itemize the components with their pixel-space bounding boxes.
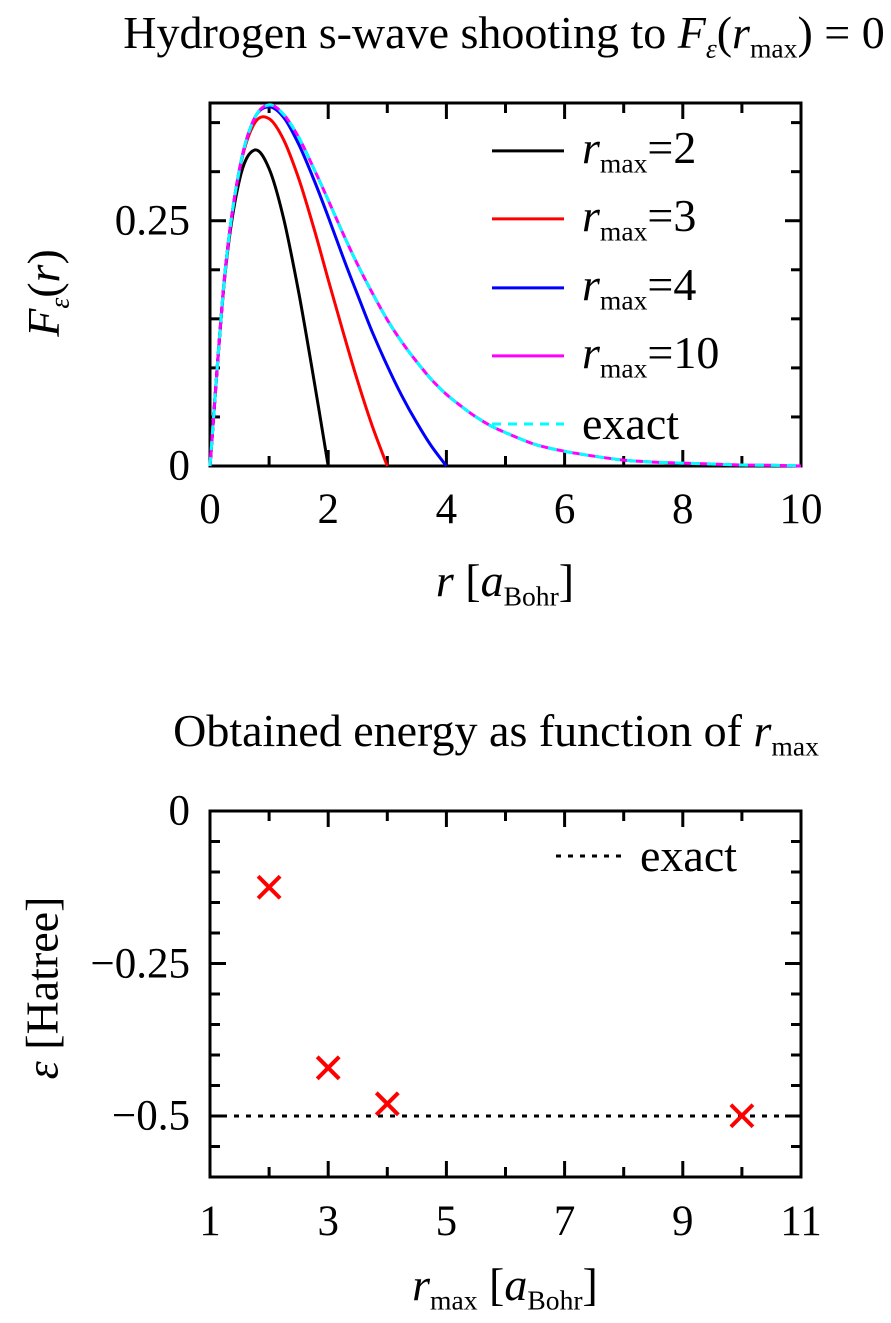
text-segment: r (582, 121, 600, 173)
bottom-plot-y-axis-label: ε [Hatree] (16, 897, 69, 1080)
text-segment: a (504, 1259, 528, 1310)
text-segment: F (18, 308, 69, 337)
y-tick-label: 0 (168, 787, 191, 835)
text-segment: F (677, 7, 706, 58)
text-segment: ε (43, 297, 75, 309)
text-segment: r (732, 7, 750, 58)
legend-item-r-max-2: rmax=2 (492, 121, 697, 179)
x-tick-label: 3 (317, 1198, 339, 1245)
x-tick-label: 2 (317, 486, 339, 533)
x-tick-label: 0 (199, 486, 221, 533)
y-tick-label: 0.25 (114, 197, 190, 245)
text-segment: r (18, 264, 69, 283)
y-tick-label: 0 (168, 442, 191, 490)
text-segment: Bohr (503, 580, 559, 612)
text-segment: r (582, 258, 600, 310)
series-r-max-2 (208, 148, 330, 467)
data-marker-x (729, 1103, 755, 1129)
legend-item-r-max-4: rmax=4 (492, 261, 696, 313)
text-segment: max (599, 215, 648, 247)
legend-line-sample (492, 217, 564, 221)
text-segment: Obtained energy as function of (173, 705, 754, 756)
text-segment: r (582, 190, 600, 242)
text-segment: max (771, 730, 819, 762)
x-tick-label: 5 (435, 1198, 458, 1245)
x-tick-label: 11 (780, 1198, 822, 1245)
series-exact (208, 103, 802, 467)
data-marker-x (315, 1055, 341, 1081)
x-tick-label: 9 (672, 1198, 694, 1245)
data-marker-x (374, 1091, 400, 1117)
legend-item-exact: exact (556, 833, 737, 879)
data-marker-x (256, 874, 282, 900)
legend-item-r-max-3: rmax=3 (492, 193, 696, 245)
text-segment: exact (582, 398, 680, 450)
x-tick-label: 7 (553, 1198, 576, 1245)
text-segment: r (412, 1259, 431, 1310)
text-segment: max (430, 1284, 478, 1316)
text-segment: max (599, 352, 648, 384)
text-segment: ) (18, 249, 69, 265)
axes-box (208, 809, 803, 1179)
legend-label: rmax=4 (582, 261, 696, 313)
text-segment: max (599, 284, 648, 316)
y-tick-label: −0.25 (90, 940, 190, 987)
top-plot-y-axis-label: Fε(r) (18, 249, 75, 337)
text-segment: a (480, 555, 504, 606)
text-segment: r (582, 326, 600, 378)
legend-item-r-max-10: rmax=10 (492, 326, 720, 384)
top-plot-title: Hydrogen s-wave shooting to Fε(rmax) = 0 (123, 7, 885, 64)
legend-line-sample (492, 422, 564, 426)
legend-label: rmax=10 (582, 326, 720, 384)
bottom-plot-x-axis-label: rmax [aBohr] (412, 1259, 598, 1316)
text-segment: max (749, 32, 798, 64)
legend-label: rmax=2 (582, 121, 697, 179)
axes-box (208, 101, 803, 468)
text-segment: =3 (647, 190, 697, 242)
text-segment: ( (716, 7, 733, 58)
text-segment: ( (18, 282, 69, 298)
text-segment: [ (453, 555, 481, 606)
text-segment: max (599, 147, 648, 179)
text-segment: Hydrogen s-wave shooting to (123, 7, 678, 58)
text-segment: r (435, 555, 454, 606)
text-segment: ε (16, 1061, 68, 1080)
legend-line-sample (492, 286, 564, 290)
text-segment: [ (477, 1259, 505, 1310)
text-segment: exact (640, 830, 738, 881)
x-tick-label: 8 (672, 486, 694, 533)
legend-line-sample (556, 854, 622, 858)
bottom-plot-title: Obtained energy as function of rmax (173, 705, 819, 762)
top-plot-x-axis-label: r [aBohr] (435, 555, 575, 612)
x-tick-label: 4 (435, 486, 458, 533)
text-segment: ε (705, 32, 717, 64)
text-segment: ] (558, 555, 575, 606)
legend-label: exact (640, 833, 737, 879)
legend-line-sample (492, 354, 564, 358)
legend-item-exact: exact (492, 401, 679, 447)
x-tick-label: 1 (199, 1198, 221, 1245)
text-segment: Bohr (527, 1284, 583, 1316)
x-tick-label: 6 (553, 486, 576, 533)
y-tick-label: −0.5 (111, 1092, 190, 1140)
text-segment: =2 (647, 121, 697, 173)
text-segment: r (753, 705, 772, 756)
legend-label: exact (582, 401, 679, 447)
text-segment: =10 (647, 326, 720, 378)
legend-label: rmax=3 (582, 193, 696, 245)
text-segment: =4 (647, 258, 697, 310)
x-tick-label: 10 (779, 486, 823, 533)
text-segment: ) = 0 (797, 7, 885, 58)
legend-line-sample (492, 149, 564, 153)
text-segment: ] (582, 1259, 598, 1310)
